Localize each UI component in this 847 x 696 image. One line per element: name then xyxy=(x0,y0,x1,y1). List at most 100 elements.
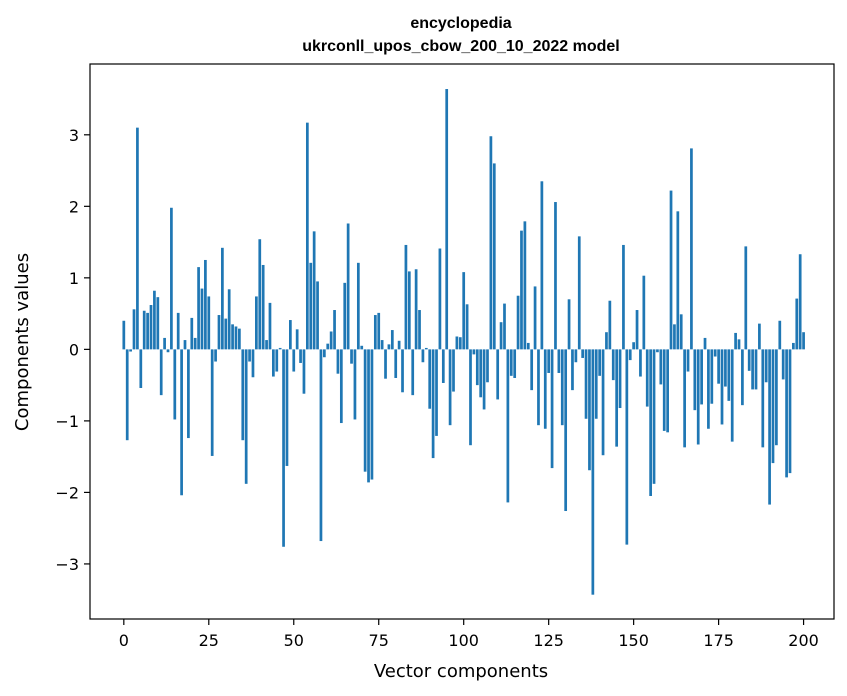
bar-135 xyxy=(581,349,585,358)
bar-48 xyxy=(285,349,289,466)
bar-200 xyxy=(802,332,805,350)
bar-109 xyxy=(492,163,496,350)
bar-177 xyxy=(724,349,727,387)
bar-156 xyxy=(652,349,656,484)
bar-117 xyxy=(520,230,523,350)
bar-173 xyxy=(710,349,714,404)
chart-title-line-2: ukrconll_upos_cbow_200_10_2022 model xyxy=(302,38,619,55)
bar-77 xyxy=(384,349,387,379)
bar-88 xyxy=(421,349,425,363)
bar-94 xyxy=(441,349,445,383)
bar-96 xyxy=(448,349,452,426)
bar-124 xyxy=(543,349,547,429)
bar-143 xyxy=(608,300,612,350)
y-axis-label: Components values xyxy=(12,253,33,431)
x-tick-label: 175 xyxy=(703,631,734,650)
bar-181 xyxy=(737,339,741,350)
y-tick-label: 0 xyxy=(69,340,79,359)
bar-183 xyxy=(744,246,748,350)
bar-9 xyxy=(153,290,156,350)
bar-120 xyxy=(530,349,534,391)
bar-149 xyxy=(628,349,632,361)
bar-176 xyxy=(720,349,724,425)
bar-165 xyxy=(683,349,686,448)
bar-38 xyxy=(251,349,255,378)
bar-179 xyxy=(730,349,734,442)
bar-98 xyxy=(455,336,459,350)
y-tick-label: −2 xyxy=(55,483,79,502)
bar-53 xyxy=(302,349,306,394)
y-tick-label: 2 xyxy=(69,197,79,216)
bar-15 xyxy=(173,349,177,420)
x-tick-label: 75 xyxy=(369,631,389,650)
bar-172 xyxy=(707,349,710,429)
bar-19 xyxy=(187,349,190,439)
bar-129 xyxy=(560,349,564,426)
bar-3 xyxy=(132,309,136,350)
bar-80 xyxy=(394,349,398,378)
bar-140 xyxy=(598,349,602,376)
bar-22 xyxy=(197,267,200,350)
bar-4 xyxy=(136,127,139,350)
bar-76 xyxy=(380,340,384,350)
bar-145 xyxy=(615,349,619,447)
y-tick-label: −3 xyxy=(55,555,79,574)
bar-86 xyxy=(414,269,418,350)
bar-134 xyxy=(577,236,581,350)
x-axis-ticks: 0 25 50 75 100 125 150 175 200 xyxy=(119,619,819,650)
bar-121 xyxy=(533,286,537,350)
bar-137 xyxy=(588,349,591,471)
bar-97 xyxy=(452,349,455,392)
bar-82 xyxy=(401,349,404,393)
bar-164 xyxy=(679,314,683,350)
bar-40 xyxy=(258,239,262,350)
bar-123 xyxy=(540,181,544,350)
x-axis-label: Vector components xyxy=(374,661,548,682)
bar-75 xyxy=(377,312,381,350)
bar-46 xyxy=(278,347,282,350)
bar-16 xyxy=(176,312,180,350)
bar-193 xyxy=(778,320,782,350)
bar-64 xyxy=(339,349,343,424)
bar-114 xyxy=(509,349,513,376)
bar-136 xyxy=(584,349,588,419)
bar-150 xyxy=(632,342,635,350)
x-tick-label: 200 xyxy=(788,631,819,650)
bar-79 xyxy=(390,330,394,350)
bar-103 xyxy=(472,349,476,355)
bar-101 xyxy=(465,304,469,350)
bar-30 xyxy=(224,318,228,350)
bar-12 xyxy=(163,337,166,350)
bar-152 xyxy=(639,349,642,377)
bar-131 xyxy=(567,299,571,350)
bar-118 xyxy=(523,221,527,350)
bar-146 xyxy=(618,349,622,409)
bar-70 xyxy=(360,345,364,350)
bar-162 xyxy=(673,324,676,350)
bar-115 xyxy=(513,349,517,378)
bar-188 xyxy=(761,349,765,448)
bar-87 xyxy=(418,310,421,350)
chart-title-line-1: encyclopedia xyxy=(410,15,511,32)
bar-169 xyxy=(696,349,700,445)
bar-151 xyxy=(635,310,639,350)
bar-174 xyxy=(713,349,717,357)
bar-8 xyxy=(149,305,153,350)
y-axis-ticks: −3 −2 −1 0 1 2 3 xyxy=(55,126,90,574)
bar-175 xyxy=(717,349,720,384)
bar-106 xyxy=(482,349,486,410)
bar-11 xyxy=(159,349,163,396)
bar-83 xyxy=(404,244,408,350)
bar-45 xyxy=(275,349,279,372)
bar-141 xyxy=(601,349,605,456)
bar-37 xyxy=(248,349,251,362)
bar-195 xyxy=(785,349,788,478)
bar-154 xyxy=(645,349,649,407)
bar-127 xyxy=(554,202,557,350)
bar-50 xyxy=(292,349,296,372)
bar-23 xyxy=(200,288,204,350)
bar-67 xyxy=(350,349,353,364)
bar-182 xyxy=(741,349,744,406)
bar-105 xyxy=(479,349,483,398)
